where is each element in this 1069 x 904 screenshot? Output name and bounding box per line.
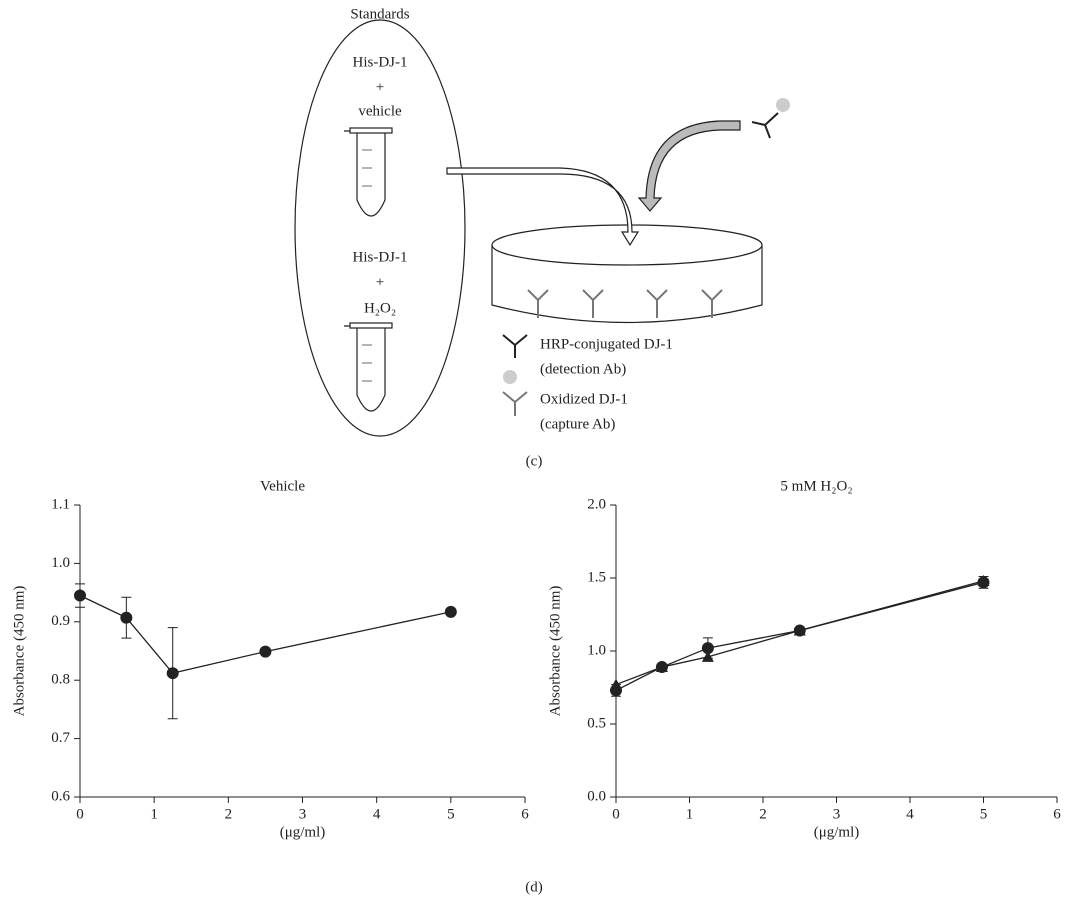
x-tick-label: 3 <box>833 806 841 822</box>
x-axis-label: (μg/ml) <box>280 824 326 840</box>
legend-text: HRP-conjugated DJ-1 <box>540 336 673 352</box>
x-tick-label: 4 <box>373 806 381 822</box>
y-axis-label: Absorbance (450 nm) <box>11 586 27 717</box>
x-tick-label: 2 <box>225 806 233 822</box>
standards-ellipse <box>294 19 466 437</box>
panel-label: (d) <box>525 879 543 895</box>
y-tick-label: 2.0 <box>587 496 606 512</box>
marker <box>120 611 133 624</box>
marker <box>701 642 714 655</box>
x-tick-label: 5 <box>447 806 455 822</box>
diagram <box>294 19 790 437</box>
marker <box>74 589 86 602</box>
x-tick-label: 0 <box>612 806 620 822</box>
y-tick-label: 0.5 <box>587 715 606 731</box>
marker <box>977 574 990 586</box>
y-tick-label: 1.0 <box>587 642 606 658</box>
y-tick-label: 0.0 <box>587 788 606 804</box>
label: Standards <box>350 6 409 22</box>
y-tick-label: 0.6 <box>51 788 70 804</box>
y-tick-label: 1.1 <box>51 496 70 512</box>
legend-text: (capture Ab) <box>540 416 615 432</box>
y-tick-label: 1.5 <box>587 569 606 585</box>
x-tick-label: 1 <box>686 806 694 822</box>
chart-title: Vehicle <box>260 478 305 494</box>
x-tick-label: 6 <box>521 806 529 822</box>
y-tick-label: 1.0 <box>51 555 70 571</box>
marker <box>655 661 668 673</box>
y-tick-label: 0.7 <box>51 730 70 746</box>
label: + <box>376 79 384 95</box>
legend-text: Oxidized DJ-1 <box>540 391 628 407</box>
x-axis-label: (μg/ml) <box>814 824 860 840</box>
legend-text: (detection Ab) <box>540 361 626 377</box>
marker <box>444 605 457 618</box>
line <box>79 594 451 674</box>
x-tick-label: 1 <box>150 806 158 822</box>
arrow <box>446 167 640 247</box>
label: vehicle <box>358 103 402 119</box>
capture-antibodies <box>527 289 723 318</box>
legend-icon <box>502 391 528 416</box>
arrow <box>637 120 741 212</box>
x-tick-label: 4 <box>906 806 914 822</box>
marker <box>259 645 272 658</box>
x-tick-label: 2 <box>759 806 767 822</box>
x-tick-label: 3 <box>299 806 307 822</box>
panel-label: (c) <box>526 453 543 469</box>
tube <box>344 127 393 217</box>
detection-antibody <box>751 98 790 139</box>
dish <box>491 224 763 324</box>
chart-title: 5 mM H₂O₂ <box>780 478 852 494</box>
x-tick-label: 5 <box>980 806 988 822</box>
x-tick-label: 6 <box>1053 806 1061 822</box>
tube <box>344 322 393 412</box>
marker <box>166 667 179 680</box>
legend-icon <box>502 334 528 384</box>
y-tick-label: 0.8 <box>51 672 70 688</box>
marker <box>701 650 714 662</box>
marker <box>793 624 806 636</box>
y-axis-label: Absorbance (450 nm) <box>547 586 563 717</box>
marker <box>610 678 622 690</box>
x-tick-label: 0 <box>76 806 84 822</box>
label: H₂O₂ <box>364 300 396 316</box>
label: + <box>376 274 384 290</box>
y-tick-label: 0.9 <box>51 613 70 629</box>
label: His-DJ-1 <box>353 54 408 70</box>
label: His-DJ-1 <box>353 249 408 265</box>
